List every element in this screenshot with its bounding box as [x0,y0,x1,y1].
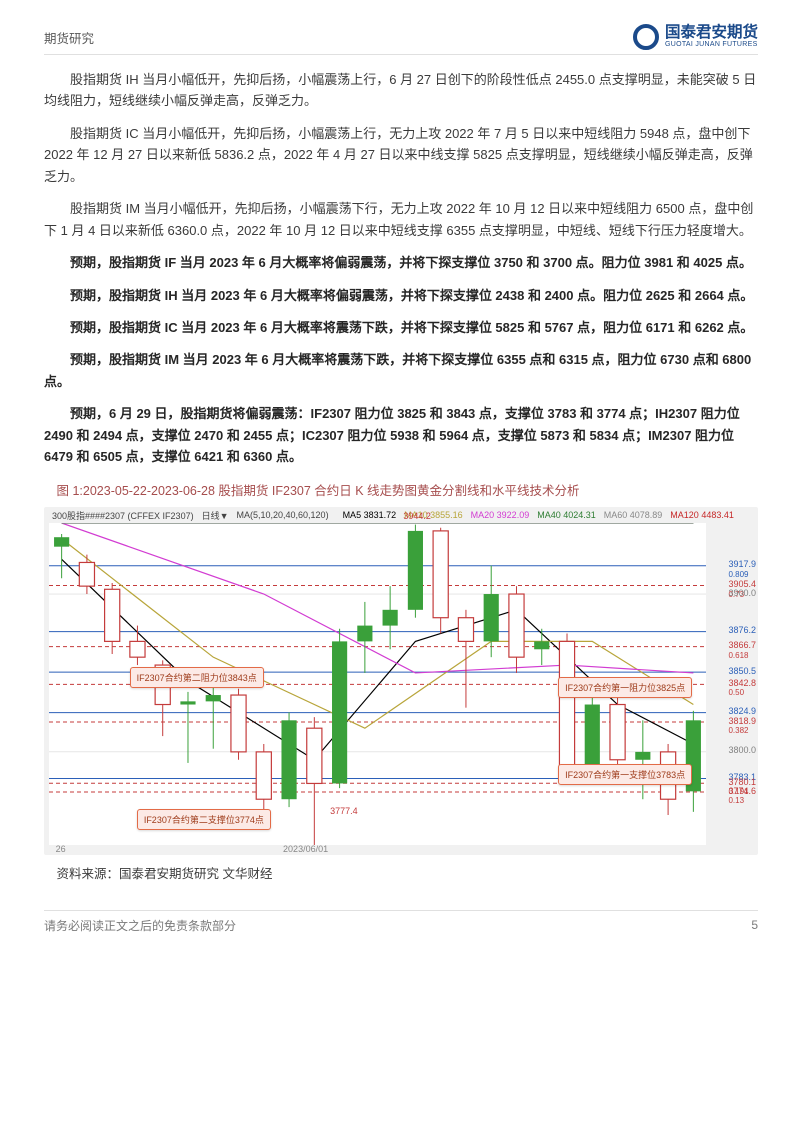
y-axis-label: 3818.90.382 [728,717,756,736]
x-axis-label: 26 [56,844,66,854]
ma-legend-item: MA40 4024.31 [537,510,596,520]
brand-block: 国泰君安期货 GUOTAI JUNAN FUTURES [633,24,758,50]
ma-legend-item: MA5 3831.72 [343,510,397,520]
y-axis-label: 3900.0 [728,589,756,598]
y-axis-label: 3850.5 [728,667,756,676]
y-axis-label: 3876.2 [728,626,756,635]
logo-icon [633,24,659,50]
brand-zh: 国泰君安期货 [665,25,758,41]
ma-legend-item: MA120 4483.41 [670,510,734,520]
para-2: 股指期货 IC 当月小幅低开，先抑后扬，小幅震荡上行，无力上攻 2022 年 7… [44,123,758,187]
page-header: 期货研究 国泰君安期货 GUOTAI JUNAN FUTURES [44,24,758,55]
para-8: 预期，6 月 29 日，股指期货将偏弱震荡：IF2307 阻力位 3825 和 … [44,403,758,467]
ma-legend: 300股指####2307 (CFFEX IF2307) 日线▼ MA(5,10… [52,509,734,522]
y-axis-label: 3866.70.618 [728,641,756,660]
figure-caption: 图 1:2023-05-22-2023-06-28 股指期货 IF2307 合约… [44,480,758,499]
ma-items: MA5 3831.72MA10 3855.16MA20 3922.09MA40 … [337,510,734,520]
chart-annotation: IF2307合约第一支撑位3783点 [558,764,692,785]
kline-chart: 300股指####2307 (CFFEX IF2307) 日线▼ MA(5,10… [44,507,758,855]
period-label: 日线▼ [202,509,229,522]
x-axis-label: 2023/06/01 [283,844,328,854]
chart-annotation: IF2307合约第二支撑位3774点 [137,809,271,830]
ma-legend-item: MA60 4078.89 [604,510,663,520]
brand-en: GUOTAI JUNAN FUTURES [665,41,758,49]
chart-annotation: IF2307合约第一阻力位3825点 [558,677,692,698]
disclaimer-text: 请务必阅读正文之后的免责条款部分 [44,917,236,934]
ma-prefix: MA(5,10,20,40,60,120) [237,510,329,520]
para-6: 预期，股指期货 IC 当月 2023 年 6 月大概率将震荡下跌，并将下探支撑位… [44,317,758,338]
y-axis-label: 3774.60.13 [728,787,756,806]
para-1: 股指期货 IH 当月小幅低开，先抑后扬，小幅震荡上行，6 月 27 日创下的阶段… [44,69,758,112]
y-axis-label: 3800.0 [728,746,756,755]
para-7: 预期，股指期货 IM 当月 2023 年 6 月大概率将震荡下跌，并将下探支撑位… [44,349,758,392]
para-3: 股指期货 IM 当月小幅低开，先抑后扬，小幅震荡下行，无力上攻 2022 年 1… [44,198,758,241]
header-category: 期货研究 [44,28,94,47]
page-number: 5 [751,918,758,932]
ma-legend-item: MA20 3922.09 [471,510,530,520]
price-label: 3777.4 [330,806,358,816]
page-footer: 请务必阅读正文之后的免责条款部分 5 [44,910,758,934]
chart-annotation: IF2307合约第二阻力位3843点 [130,667,264,688]
y-axis-label: 3917.90.809 [728,560,756,579]
price-label: 3944.2 [403,511,431,521]
figure-source: 资料来源：国泰君安期货研究 文华财经 [44,863,758,882]
para-5: 预期，股指期货 IH 当月 2023 年 6 月大概率将偏弱震荡，并将下探支撑位… [44,285,758,306]
y-axis-label: 3842.80.50 [728,679,756,698]
chart-code: 300股指####2307 (CFFEX IF2307) [52,509,194,522]
para-4: 预期，股指期货 IF 当月 2023 年 6 月大概率将偏弱震荡，并将下探支撑位… [44,252,758,273]
